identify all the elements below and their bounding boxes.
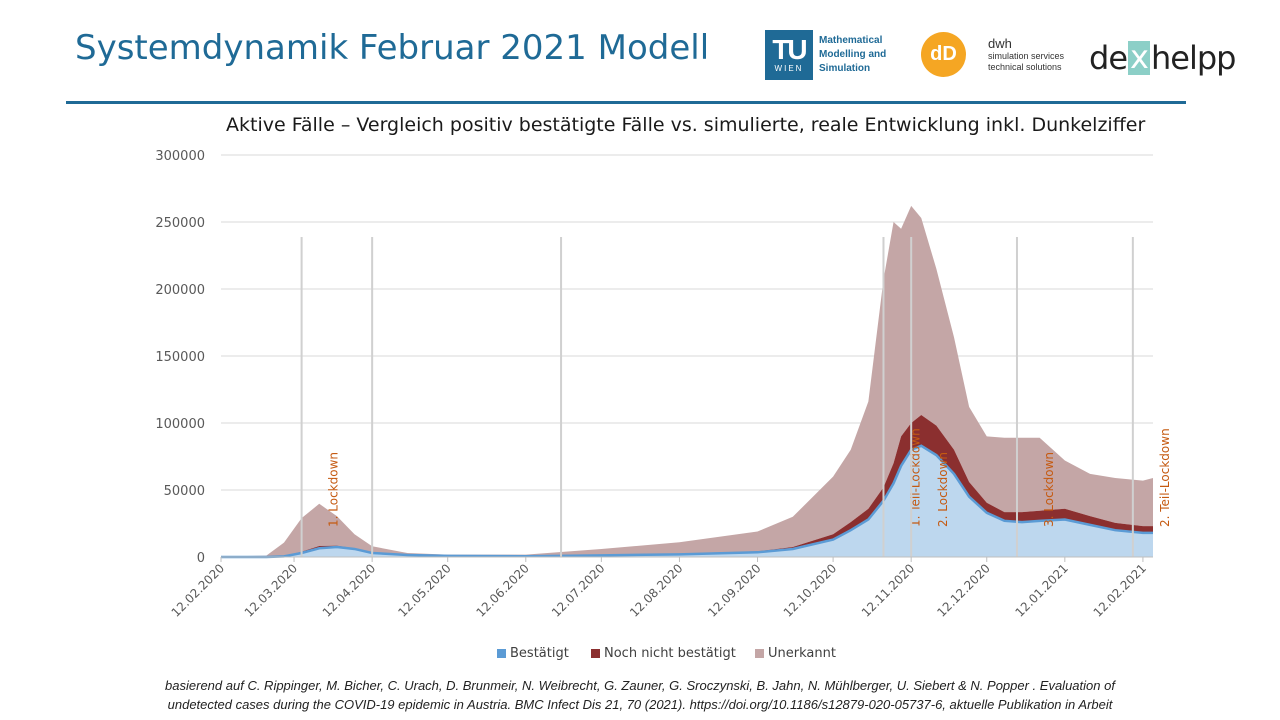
legend-swatch xyxy=(591,649,600,658)
tu-wien-mark: TU WIEN xyxy=(765,30,813,80)
y-tick-label: 300000 xyxy=(155,149,205,164)
event-label: 2. Teil-Lockdown xyxy=(1158,428,1172,527)
slide-title: Systemdynamik Februar 2021 Modell xyxy=(75,28,710,68)
event-label: 3. Lockdown xyxy=(1042,452,1056,527)
y-tick-label: 50000 xyxy=(164,484,205,499)
x-tick-label: 12.11.2020 xyxy=(859,561,917,619)
tu-mark-wien: WIEN xyxy=(774,64,804,73)
x-tick-label: 12.08.2020 xyxy=(627,561,685,619)
y-tick-label: 250000 xyxy=(155,216,205,231)
y-tick-label: 100000 xyxy=(155,417,205,432)
x-tick-label: 12.04.2020 xyxy=(320,561,378,619)
title-rule xyxy=(66,101,1186,104)
y-tick-label: 200000 xyxy=(155,283,205,298)
dwh-logo-text: dwh simulation services technical soluti… xyxy=(988,36,1064,73)
citation-line: basierend auf C. Rippinger, M. Bicher, C… xyxy=(165,678,1115,693)
dexhelpp-logo: de x helpp xyxy=(1089,39,1236,77)
x-tick-label: 12.02.2020 xyxy=(169,561,227,619)
x-tick-label: 12.06.2020 xyxy=(473,561,531,619)
area-series-3 xyxy=(221,205,1153,558)
tu-logo-line: Simulation xyxy=(819,63,871,74)
dex-x-mark: x xyxy=(1128,41,1150,75)
legend-label: Bestätigt xyxy=(510,646,569,661)
legend-label: Unerkannt xyxy=(768,646,836,661)
x-tick-label: 12.05.2020 xyxy=(395,561,453,619)
x-tick-label: 12.07.2020 xyxy=(549,561,607,619)
x-tick-label: 12.10.2020 xyxy=(781,561,839,619)
legend-item: Bestätigt xyxy=(497,646,569,661)
x-tick-label: 12.02.2021 xyxy=(1091,561,1149,619)
dex-left: de xyxy=(1089,39,1128,77)
citation-line: undetected cases during the COVID-19 epi… xyxy=(167,697,1113,712)
y-tick-label: 150000 xyxy=(155,350,205,365)
chart-legend: Bestätigt Noch nicht bestätigt Unerkannt xyxy=(0,646,1280,664)
tu-logo-text: Mathematical Modelling and Simulation xyxy=(819,34,886,76)
event-label: 2. Lockdown xyxy=(936,452,950,527)
dwh-circle-icon: dD xyxy=(921,32,966,77)
x-tick-label: 12.03.2020 xyxy=(242,561,300,619)
tu-logo-line: Modelling and xyxy=(819,49,887,60)
legend-item: Unerkannt xyxy=(755,646,836,661)
dwh-name: dwh xyxy=(988,36,1012,51)
series-bestaetigt-line xyxy=(221,444,1153,559)
tu-mark-letters: TU xyxy=(772,34,807,65)
dwh-subline: simulation services xyxy=(988,51,1065,61)
legend-swatch xyxy=(755,649,764,658)
legend-swatch xyxy=(497,649,506,658)
tu-wien-logo: TU WIEN Mathematical Modelling and Simul… xyxy=(765,30,886,80)
tu-logo-line: Mathematical xyxy=(819,35,883,46)
dwh-logo: dD dwh simulation services technical sol… xyxy=(921,32,1064,77)
x-tick-label: 12.01.2021 xyxy=(1012,561,1070,619)
legend-label: Noch nicht bestätigt xyxy=(604,646,736,661)
chart-title: Aktive Fälle – Vergleich positiv bestäti… xyxy=(226,114,1146,136)
x-tick-label: 12.09.2020 xyxy=(705,561,763,619)
area-series-1 xyxy=(221,445,1153,557)
dwh-subline: technical solutions xyxy=(988,62,1062,72)
legend-item: Noch nicht bestätigt xyxy=(591,646,736,661)
y-tick-label: 0 xyxy=(197,551,205,566)
area-series-2 xyxy=(221,414,1153,557)
citation-footer: basierend auf C. Rippinger, M. Bicher, C… xyxy=(100,676,1180,714)
x-tick-label: 12.12.2020 xyxy=(934,561,992,619)
event-label: 1. Lockdown xyxy=(327,452,341,527)
dex-right: helpp xyxy=(1151,39,1236,77)
